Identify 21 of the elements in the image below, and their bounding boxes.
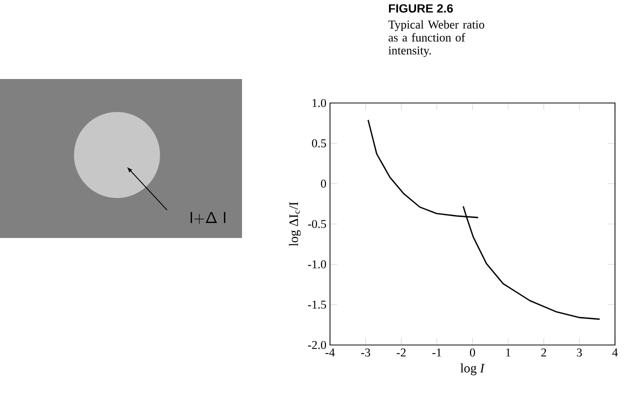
x-tick-label: 3	[576, 348, 582, 357]
y-tick-label: -1.5	[308, 300, 326, 309]
x-tick-label: 0	[470, 348, 476, 357]
x-tick-label: -2	[396, 348, 406, 356]
x-tick-label: 2	[541, 348, 546, 356]
x-tick-label: -4	[325, 348, 335, 356]
y-tick-label: -1.0	[308, 260, 326, 268]
y-tick-label: -2.0	[308, 340, 326, 350]
chart-subtitle: Typical Weber ratio as a function of intensity.	[388, 20, 484, 57]
y-axis-title: log ΔI$_{c}$/I	[288, 202, 301, 246]
x-axis-title: log I	[460, 363, 485, 376]
y-tick-label: 0.5	[312, 139, 326, 148]
y-tick-label: -0.5	[308, 220, 326, 228]
text: I+Δ I	[190, 212, 226, 224]
x-tick-label: 1	[506, 348, 510, 356]
y-tick-label: 0	[320, 180, 326, 188]
x-tick-label: -3	[361, 348, 370, 357]
chart-title: FIGURE 2.6	[389, 4, 453, 13]
y-tick-label: 1.0	[312, 98, 326, 108]
x-tick-label: 4	[612, 348, 618, 356]
x-tick-label: -1	[432, 348, 442, 356]
